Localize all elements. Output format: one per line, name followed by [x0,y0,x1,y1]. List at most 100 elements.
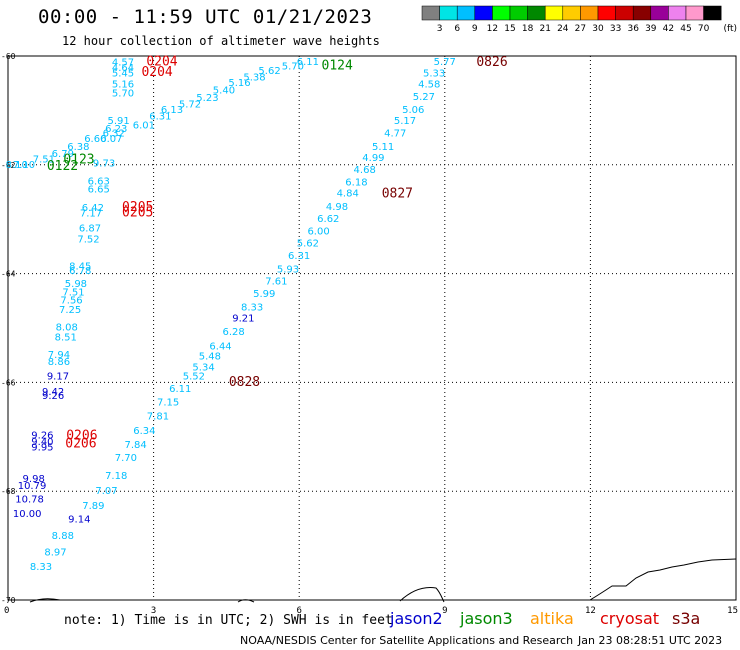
wave-height-label: 5.77 [434,57,456,68]
wave-height-label: 6.42 [82,203,104,214]
wave-height-label: 7.84 [124,440,146,451]
wave-height-label: 6.78 [69,266,91,277]
wave-height-label: 8.08 [56,323,78,334]
colorbar-label: 21 [539,24,550,34]
colorbar-label: 9 [472,24,478,34]
wave-height-label: 6.63 [88,176,110,187]
wave-height-label: 7.81 [147,411,169,422]
wave-height-label: 7.51 [62,287,84,298]
wave-height-label: 5.06 [402,105,424,116]
y-tick-label: -68 [1,487,16,496]
colorbar-label: 36 [627,24,639,34]
colorbar: 3 6 9 12 15 18 21 24 27 30 33 36 39 42 45 70 (ft) [421,5,737,34]
colorbar-label: 3 [437,24,443,34]
wave-height-label: 5.62 [258,66,280,77]
wave-height-label: 8.86 [48,357,70,368]
wave-height-label: 6.60 [84,134,106,145]
wave-height-label: 9.26 [31,430,53,441]
colorbar-swatch [456,5,476,21]
wave-height-label: 7.17 [80,208,102,219]
x-tick-label: 0 [4,606,9,616]
wave-height-label: 4.99 [362,153,384,164]
wave-height-label: 5.16 [112,79,134,90]
colorbar-swatch [580,5,599,21]
colorbar-label: 6 [454,24,460,34]
footer-note: note: 1) Time is in UTC; 2) SWH is in fe… [64,613,393,628]
colorbar-swatch [509,5,528,21]
colorbar-swatch [632,5,652,21]
y-tick-label: -64 [1,270,16,279]
wave-height-label: 5.70 [282,62,304,73]
colorbar-swatch [615,5,634,21]
legend-jason3: jason3 [460,609,513,628]
x-tick-label: 15 [727,606,738,616]
wave-height-label: 7.89 [82,501,104,512]
pass-time-label: 0124 [322,58,353,73]
wave-height-label: 5.11 [372,142,394,153]
colorbar-swatch [544,5,564,21]
wave-height-label: 8.45 [69,262,91,273]
legend-s3a: s3a [672,609,701,628]
colorbar-swatch [562,5,581,21]
wave-height-label: 9.14 [68,515,90,526]
wave-height-label: 9.40 [31,437,53,448]
wave-height-label: 7.56 [60,295,82,306]
colorbar-label: 33 [610,24,621,34]
wave-height-label: 7.07 [95,486,117,497]
wave-height-label: 6.62 [317,214,339,225]
wave-height-label: 8.33 [241,303,263,314]
data-labels: 4.574.645.455.165.70020402046.115.705.62… [6,55,508,573]
wave-height-label: 5.40 [213,85,235,96]
colorbar-label: 15 [504,24,515,34]
wave-height-label: 5.70 [112,89,134,100]
wave-height-label: 6.38 [67,142,89,153]
pass-time-label: 0205 [122,205,153,220]
wave-height-label: 10.00 [13,509,42,520]
generated-timestamp: Jan 23 08:28:51 UTC 2023 [578,634,723,647]
wave-height-label: 5.52 [183,372,205,383]
wave-height-label: 5.45 [112,69,134,80]
wave-height-label: 4.57 [112,58,134,69]
y-tick-label: -62 [1,161,16,170]
pass-time-label: 0204 [141,65,172,80]
wave-height-label: 4.98 [326,202,348,213]
pass-time-label: 0204 [146,55,177,70]
wave-height-label: 6.07 [100,134,122,145]
legend-altika: altika [530,609,574,628]
wave-height-label: 5.91 [107,116,129,127]
chart-grid [7,55,737,601]
wave-height-label: 8.51 [55,332,77,343]
wave-height-label: 7.52 [77,235,99,246]
coastline [29,558,737,603]
wave-height-label: 5.16 [228,78,250,89]
wave-height-label: 9.98 [23,474,45,485]
wave-height-label: 9.26 [42,391,64,402]
colorbar-unit: (ft) [723,24,737,34]
wave-height-label: 6.11 [169,384,191,395]
pass-time-label: 0828 [229,375,260,390]
wave-height-label: 4.64 [112,63,134,74]
wave-height-label: 7.61 [265,276,287,287]
wave-height-label: 6.11 [297,57,319,68]
wave-height-label: 6.18 [345,177,367,188]
wave-height-label: 8.10 [6,160,28,171]
wave-height-label: 6.32 [103,128,125,139]
wave-height-label: 9.17 [47,372,69,383]
wave-height-label: 4.68 [354,165,376,176]
wave-height-label: 6.01 [133,120,155,131]
colorbar-label: 27 [575,24,586,34]
wave-height-label: 9.95 [31,442,53,453]
wave-height-label: 6.44 [209,342,231,353]
colorbar-label: 30 [592,24,604,34]
x-tick-label: 12 [585,606,596,616]
wave-height-label: 6.31 [288,251,310,262]
wave-height-label: 6.28 [223,327,245,338]
x-tick-label: 3 [151,606,156,616]
wave-height-label: 6.23 [105,124,127,135]
pass-time-label: 0827 [382,186,413,201]
wave-height-label: 10.78 [15,495,44,506]
colorbar-swatch [439,5,458,21]
x-tick-label: 9 [442,606,447,616]
wave-height-label: 4.77 [384,128,406,139]
